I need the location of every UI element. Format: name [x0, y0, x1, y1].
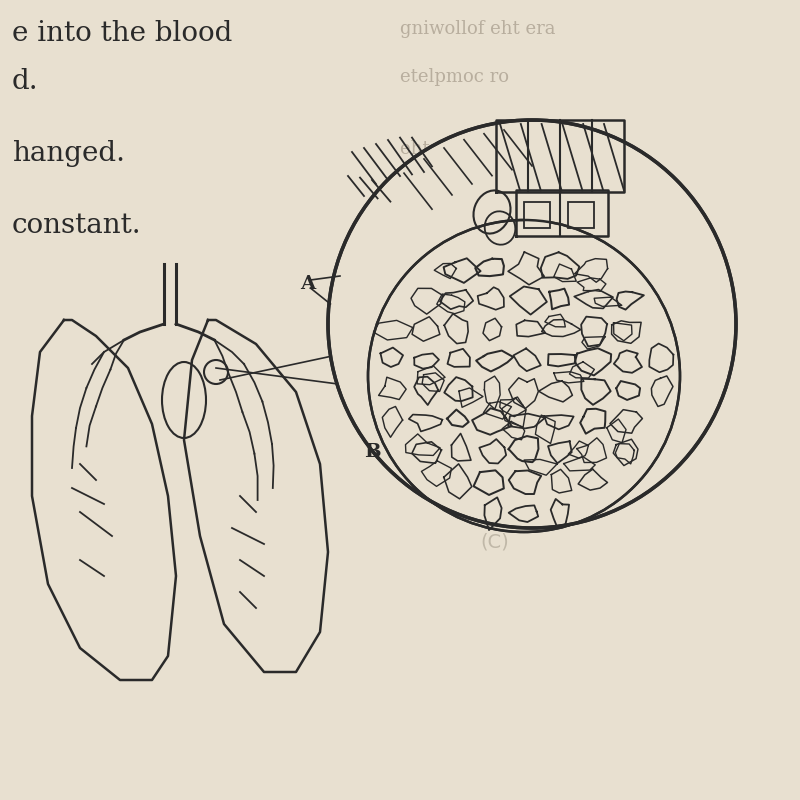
- Text: (B): (B): [480, 444, 509, 463]
- Text: etelpmoc ro: etelpmoc ro: [400, 68, 509, 86]
- Text: constant.: constant.: [12, 212, 142, 239]
- FancyBboxPatch shape: [568, 202, 594, 228]
- Text: gniwollof eht era: gniwollof eht era: [400, 20, 555, 38]
- FancyBboxPatch shape: [524, 202, 550, 228]
- Text: (C): (C): [480, 532, 509, 551]
- Circle shape: [328, 120, 736, 528]
- Text: eht tcapmi: eht tcapmi: [400, 140, 498, 158]
- Text: A: A: [300, 275, 315, 293]
- Text: e into the blood: e into the blood: [12, 20, 232, 47]
- Text: B: B: [364, 443, 381, 461]
- Text: d.: d.: [12, 68, 38, 95]
- Text: hanged.: hanged.: [12, 140, 125, 167]
- Text: erew: erew: [400, 212, 438, 226]
